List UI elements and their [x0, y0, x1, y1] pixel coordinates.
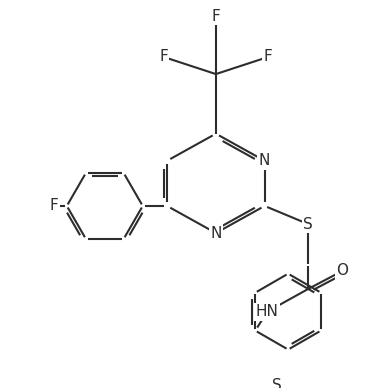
Text: F: F [159, 49, 168, 64]
Text: N: N [210, 225, 221, 241]
Text: S: S [272, 378, 282, 388]
Text: F: F [212, 9, 220, 24]
Text: HN: HN [256, 304, 279, 319]
Text: N: N [259, 153, 270, 168]
Text: F: F [50, 198, 58, 213]
Text: O: O [336, 263, 348, 279]
Text: F: F [264, 49, 273, 64]
Text: S: S [303, 217, 313, 232]
